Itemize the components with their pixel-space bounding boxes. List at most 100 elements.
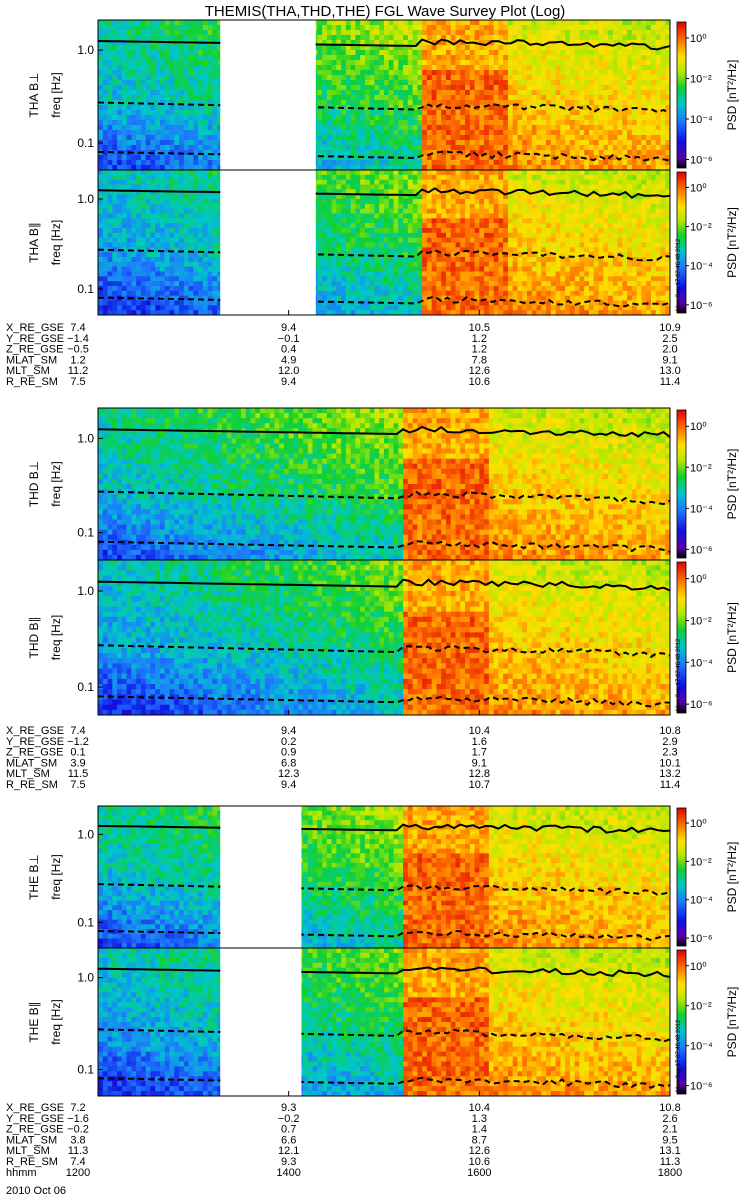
- panel-tha-bpar: 1.0 0.1 THA B∥ freq [Hz] 10⁰ 10⁻² 10⁻⁴ 10⁻⁶ PSD …: [27, 169, 739, 316]
- colorbar-tick-label: 10⁰: [690, 574, 707, 586]
- ephemeris-label: X_RE_GSE: [6, 725, 64, 737]
- ephemeris-label: MLT_SM: [6, 365, 50, 377]
- colorbar-label: PSD [nT²/Hz]: [725, 987, 739, 1058]
- frequency-line: [97, 695, 671, 708]
- freq-axis-label: freq [Hz]: [49, 461, 63, 506]
- colorbar-tick-label: 10⁻⁶: [690, 544, 713, 556]
- ephemeris-value: 0.9: [281, 747, 296, 759]
- colorbar-tick-label: 10⁰: [690, 33, 707, 45]
- panel-name: THD B∥: [27, 617, 41, 659]
- ephemeris-value: 13.0: [659, 365, 680, 377]
- freq-tick-label: 1.0: [77, 431, 94, 445]
- colorbar: [676, 807, 687, 947]
- colorbar: [676, 409, 687, 559]
- ephemeris-value: 1400: [276, 1167, 300, 1179]
- colorbar: [676, 949, 687, 1095]
- colorbar-tick-label: 10⁻⁶: [690, 155, 713, 167]
- colorbar-tick-label: 10⁻⁴: [690, 261, 713, 273]
- frequency-line: [97, 150, 671, 162]
- ephemeris-value: −0.2: [278, 1113, 300, 1125]
- panel-frame: [97, 559, 671, 716]
- freq-tick-label: 1.0: [77, 192, 94, 206]
- panel-name: THA B⊥: [27, 72, 41, 117]
- colorbar-tick-label: 10⁻⁴: [690, 503, 713, 515]
- panel-frame: [97, 947, 671, 1097]
- frequency-line: [97, 1076, 671, 1089]
- ephemeris-value: 10.6: [469, 1156, 490, 1168]
- colorbar-tick-label: 10⁻⁴: [690, 1041, 713, 1053]
- ephemeris-value: 9.4: [281, 779, 296, 791]
- freq-axis-label: freq [Hz]: [49, 854, 63, 899]
- ephemeris-value: 1200: [66, 1167, 90, 1179]
- colorbar: [676, 171, 687, 314]
- ephemeris-value: 9.5: [662, 1134, 677, 1146]
- ephemeris-label: MLT_SM: [6, 768, 50, 780]
- ephemeris-label: Z_RE_GSE: [6, 1124, 63, 1136]
- colorbar-tick-label: 10⁻⁶: [690, 300, 713, 312]
- ephemeris-value: 2.1: [662, 1124, 677, 1136]
- ephemeris-label: MLAT_SM: [6, 1134, 57, 1146]
- freq-axis-label: freq [Hz]: [49, 615, 63, 660]
- ephemeris-value: 1.3: [472, 1113, 487, 1125]
- ephemeris-value: 13.2: [659, 768, 680, 780]
- colorbar-tick-label: 10⁰: [690, 961, 707, 973]
- ephemeris-value: 1.7: [472, 747, 487, 759]
- ephemeris-value: 10.4: [469, 725, 490, 737]
- frequency-line: [97, 490, 671, 506]
- ephemeris-value: 12.0: [278, 365, 299, 377]
- ephemeris-value: −0.5: [67, 344, 89, 356]
- freq-tick-label: 0.1: [77, 680, 94, 694]
- freq-tick-label: 0.1: [77, 915, 94, 929]
- freq-axis-label: freq [Hz]: [49, 999, 63, 1044]
- ephemeris-value: 10.4: [469, 1102, 490, 1114]
- ephemeris-label: Z_RE_GSE: [6, 344, 63, 356]
- ephemeris-value: 6.8: [281, 757, 296, 769]
- ephemeris-label: MLAT_SM: [6, 354, 57, 366]
- ephemeris-value: 7.5: [70, 779, 85, 791]
- ephemeris-value: 6.6: [281, 1134, 296, 1146]
- ephemeris-value: 7.8: [472, 354, 487, 366]
- ephemeris-value: 9.1: [472, 757, 487, 769]
- freq-axis-label: freq [Hz]: [49, 220, 63, 265]
- colorbar-label: PSD [nT²/Hz]: [725, 60, 739, 131]
- ephemeris-label: X_RE_GSE: [6, 1102, 64, 1114]
- ephemeris-value: 0.1: [70, 747, 85, 759]
- ephemeris-value: 10.7: [469, 779, 490, 791]
- colorbar-tick-label: 10⁻²: [690, 856, 712, 868]
- frequency-line: [97, 38, 671, 51]
- frequency-line: [97, 540, 671, 553]
- ephemeris-value: 0.7: [281, 1124, 296, 1136]
- ephemeris-value: 11.3: [660, 1156, 681, 1168]
- ephemeris-value: 2.3: [662, 747, 677, 759]
- ephemeris-value: 0.4: [281, 344, 296, 356]
- ephemeris-label: Y_RE_GSE: [6, 1113, 64, 1125]
- ephemeris-value: 9.4: [281, 376, 296, 388]
- ephemeris-the: X_RE_GSE 7.2 9.3 10.4 10.8Y_RE_GSE −1.6 −0.2 1.…: [6, 1102, 682, 1179]
- panel-name: THD B⊥: [27, 461, 41, 507]
- panel-name: THA B∥: [27, 222, 41, 263]
- ephemeris-thd: X_RE_GSE 7.4 9.4 10.4 10.8 Y_RE_GSE −1.2 0.2 1.6…: [6, 725, 681, 791]
- panel-thd-bpar: 1.0 0.1 THD B∥ freq [Hz] 10⁰ 10⁻² 10⁻⁴ 10⁻⁶ PSD …: [27, 559, 739, 716]
- colorbar-label: PSD [nT²/Hz]: [725, 842, 739, 913]
- ephemeris-label: MLT_SM: [6, 1145, 50, 1157]
- colorbar-tick-label: 10⁰: [690, 182, 707, 194]
- ephemeris-label: Z_RE_GSE: [6, 747, 63, 759]
- ephemeris-value: −1.6: [67, 1113, 89, 1125]
- colorbar-tick-label: 10⁻²: [690, 74, 712, 86]
- colorbar-tick-label: 10⁻⁶: [690, 933, 713, 945]
- freq-tick-label: 0.1: [77, 282, 94, 296]
- ephemeris-value: 1.2: [472, 333, 487, 345]
- ephemeris-value: −1.2: [67, 736, 89, 748]
- freq-tick-label: 0.1: [77, 1062, 94, 1076]
- ephemeris-label: R_RE_SM: [6, 779, 58, 791]
- ephemeris-value: 12.8: [469, 768, 490, 780]
- creation-stamp: Mon Sep 17 07:46:48 2012: [676, 1019, 682, 1092]
- ephemeris-value: 10.5: [469, 322, 490, 334]
- frequency-line: [97, 929, 671, 942]
- colorbar: [676, 21, 687, 169]
- panel-name: THE B∥: [27, 1001, 41, 1042]
- panel-tha-bperp: 1.0 0.1 THA B⊥ freq [Hz] 10⁰ 10⁻² 10⁻⁴ 10⁻⁶ PSD …: [27, 19, 739, 171]
- panel-name: THE B⊥: [27, 854, 41, 900]
- ephemeris-value: 12.1: [278, 1145, 299, 1157]
- ephemeris-value: 11.5: [68, 768, 89, 780]
